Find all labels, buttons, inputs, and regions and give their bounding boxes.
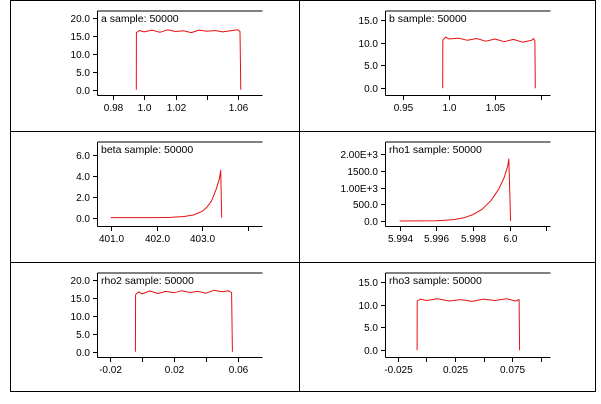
y-tick-label: 15.0 — [359, 16, 379, 27]
x-tick-label: 0.02 — [165, 365, 185, 376]
x-tick-label: 0.075 — [500, 365, 525, 376]
x-tick-label: 0.025 — [443, 365, 468, 376]
y-tick-label: 2.0 — [76, 193, 90, 204]
x-tick-label: 1.0 — [443, 103, 457, 114]
plot-panel-3: beta sample: 50000 0.0 2.0 4.0 6.0 401.0 402.0… — [76, 141, 263, 245]
plot-title: beta sample: 50000 — [101, 144, 193, 156]
y-tick-label: 10.0 — [71, 312, 91, 323]
y-tick-label: 15.0 — [71, 294, 91, 305]
density-curve — [134, 289, 233, 352]
y-tick-label: 20.0 — [71, 14, 91, 25]
plot-panel-1: a sample: 50000 0.0 5.0 10.0 15.0 20.0 0.98 1.0… — [71, 10, 263, 114]
y-tick-label: 500.0 — [353, 200, 378, 211]
y-tick-label: 0.0 — [76, 214, 90, 225]
grid-frame — [10, 0, 596, 392]
x-tick-label: -0.025 — [384, 365, 413, 376]
y-tick-label: 2.00E+3 — [340, 150, 378, 161]
x-tick-label: 1.05 — [486, 103, 506, 114]
x-tick-label: 0.06 — [229, 365, 249, 376]
y-tick-label: 20.0 — [71, 276, 91, 287]
y-tick-label: 5.0 — [76, 330, 90, 341]
density-curve — [110, 169, 223, 219]
x-tick-label: -0.02 — [99, 365, 122, 376]
density-curve — [135, 29, 242, 90]
plot-title: a sample: 50000 — [101, 13, 179, 25]
density-curve — [442, 36, 536, 89]
y-tick-label: 5.0 — [76, 68, 90, 79]
x-tick-label: 402.0 — [145, 234, 170, 245]
y-tick-label: 1500.0 — [347, 167, 378, 178]
plot-title: rho3 sample: 50000 — [389, 275, 482, 287]
y-tick-label: 5.0 — [364, 323, 378, 334]
plot-panel-4: rho1 sample: 50000 0.0 500.0 1.00E+3 1500.0 2… — [340, 141, 551, 245]
x-tick-label: 0.98 — [104, 103, 124, 114]
x-tick-label: 403.0 — [190, 234, 215, 245]
y-tick-label: 15.0 — [71, 32, 91, 43]
y-tick-label: 0.0 — [76, 86, 90, 97]
density-curve — [399, 158, 512, 222]
plot-title: rho2 sample: 50000 — [101, 275, 194, 287]
x-tick-label: 1.06 — [229, 103, 249, 114]
y-tick-label: 15.0 — [359, 278, 379, 289]
plot-title: b sample: 50000 — [389, 13, 467, 25]
y-tick-label: 0.0 — [364, 84, 378, 95]
x-tick-label: 0.95 — [394, 103, 414, 114]
plot-panel-5: rho2 sample: 50000 0.0 5.0 10.0 15.0 20.0 -0.0… — [71, 272, 263, 376]
y-tick-label: 0.0 — [364, 217, 378, 228]
x-tick-label: 1.0 — [138, 103, 152, 114]
x-tick-label: 5.996 — [424, 234, 449, 245]
y-tick-label: 5.0 — [364, 61, 378, 72]
density-curve — [416, 298, 521, 351]
x-tick-label: 5.994 — [388, 234, 413, 245]
x-tick-label: 5.998 — [461, 234, 486, 245]
x-tick-label: 401.0 — [99, 234, 124, 245]
x-tick-label: 1.02 — [167, 103, 187, 114]
y-tick-label: 0.0 — [364, 346, 378, 357]
y-tick-label: 10.0 — [71, 50, 91, 61]
y-tick-label: 1.00E+3 — [340, 184, 378, 195]
y-tick-label: 6.0 — [76, 151, 90, 162]
y-tick-label: 10.0 — [359, 39, 379, 50]
plot-panel-2: b sample: 50000 0.0 5.0 10.0 15.0 0.95 1.0 1.05 — [359, 10, 551, 114]
y-tick-label: 10.0 — [359, 301, 379, 312]
plot-title: rho1 sample: 50000 — [389, 144, 482, 156]
x-tick-label: 6.0 — [504, 234, 518, 245]
y-tick-label: 0.0 — [76, 348, 90, 359]
y-tick-label: 4.0 — [76, 172, 90, 183]
plot-panel-6: rho3 sample: 50000 0.0 5.0 10.0 15.0 -0.025 0.… — [359, 272, 551, 376]
